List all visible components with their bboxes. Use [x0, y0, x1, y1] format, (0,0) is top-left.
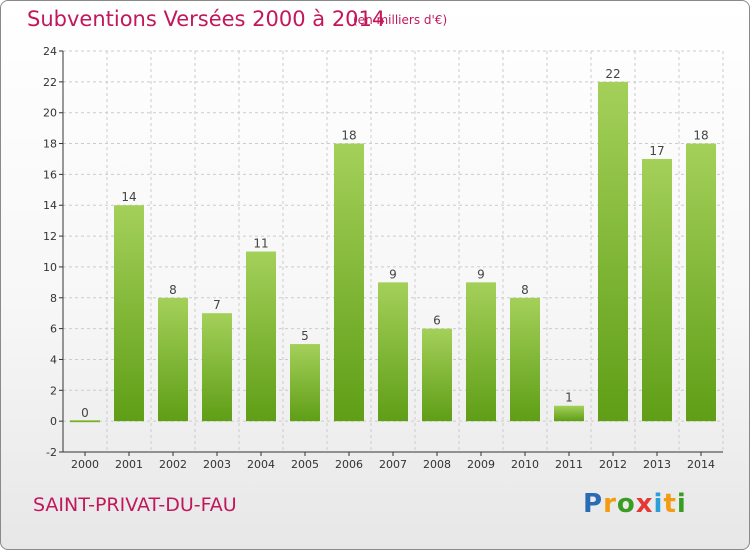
- x-tick-label-2012: 2012: [599, 458, 627, 471]
- data-label-2002: 8: [169, 283, 177, 297]
- y-tick-label: 0: [50, 415, 57, 428]
- bar-2005: [290, 344, 320, 422]
- data-label-2007: 9: [389, 267, 397, 281]
- data-label-2001: 14: [121, 190, 136, 204]
- data-label-2014: 18: [693, 129, 708, 143]
- x-tick-label-2014: 2014: [687, 458, 715, 471]
- y-tick-label: 16: [43, 168, 57, 181]
- y-tick-label: 10: [43, 261, 57, 274]
- data-label-2010: 8: [521, 283, 529, 297]
- bar-2012: [598, 81, 628, 422]
- y-tick-label: 20: [43, 107, 57, 120]
- bar-2004: [246, 251, 276, 422]
- data-label-2003: 7: [213, 298, 221, 312]
- x-tick-label-2008: 2008: [423, 458, 451, 471]
- y-tick-label: 12: [43, 230, 57, 243]
- y-tick-label: 6: [50, 323, 57, 336]
- data-label-2012: 22: [605, 67, 620, 81]
- proxiti-logo[interactable]: Proxiti: [583, 489, 687, 519]
- x-tick-label-2013: 2013: [643, 458, 671, 471]
- x-tick-label-2000: 2000: [71, 458, 99, 471]
- data-label-2009: 9: [477, 267, 485, 281]
- commune-name: SAINT-PRIVAT-DU-FAU: [33, 494, 237, 516]
- logo-letter: i: [676, 489, 687, 519]
- y-tick-label: 22: [43, 76, 57, 89]
- logo-letter: x: [635, 489, 654, 519]
- data-label-2011: 1: [565, 391, 573, 405]
- y-tick-label: -2: [46, 446, 57, 459]
- bar-2010: [510, 297, 540, 422]
- y-tick-label: 14: [43, 199, 57, 212]
- labels: 0 14 8 7 11 5 18 9 6 9 8 1 22 17 18: [81, 67, 708, 420]
- y-tick-label: 24: [43, 45, 57, 58]
- y-tick-label: 18: [43, 138, 57, 151]
- bar-2009: [466, 282, 496, 422]
- y-tick-label: 2: [50, 384, 57, 397]
- data-label-2005: 5: [301, 329, 309, 343]
- x-tick-label-2004: 2004: [247, 458, 275, 471]
- data-label-2000: 0: [81, 406, 89, 420]
- bar-2006: [334, 143, 364, 422]
- logo-letter: t: [663, 489, 677, 519]
- logo-letter: o: [616, 489, 636, 519]
- x-tick-label-2002: 2002: [159, 458, 187, 471]
- x-tick-label-2001: 2001: [115, 458, 143, 471]
- data-label-2008: 6: [433, 314, 441, 328]
- x-tick-label-2009: 2009: [467, 458, 495, 471]
- bar-2002: [158, 297, 188, 422]
- chart-subtitle: (en milliers d'€): [353, 13, 448, 27]
- y-tick-label: 4: [50, 353, 57, 366]
- y-tick-label: 8: [50, 292, 57, 305]
- bar-2013: [642, 158, 672, 422]
- bar-2014: [686, 143, 716, 422]
- x-tick-label-2007: 2007: [379, 458, 407, 471]
- bar-2003: [202, 313, 232, 422]
- logo-letter: r: [603, 489, 617, 519]
- bar-2001: [114, 205, 144, 422]
- chart-title: Subventions Versées 2000 à 2014: [27, 7, 386, 31]
- bar-2000: [70, 420, 100, 423]
- logo-letter: i: [653, 489, 664, 519]
- bars: [70, 81, 716, 423]
- bar-2007: [378, 282, 408, 422]
- x-tick-label-2006: 2006: [335, 458, 363, 471]
- bar-2008: [422, 328, 452, 422]
- data-label-2004: 11: [253, 237, 268, 251]
- bar-2011: [554, 405, 584, 422]
- x-tick-label-2005: 2005: [291, 458, 319, 471]
- logo-letter: P: [583, 489, 604, 519]
- data-label-2006: 18: [341, 129, 356, 143]
- x-tick-label-2011: 2011: [555, 458, 583, 471]
- x-tick-label-2003: 2003: [203, 458, 231, 471]
- data-label-2013: 17: [649, 144, 664, 158]
- x-tick-label-2010: 2010: [511, 458, 539, 471]
